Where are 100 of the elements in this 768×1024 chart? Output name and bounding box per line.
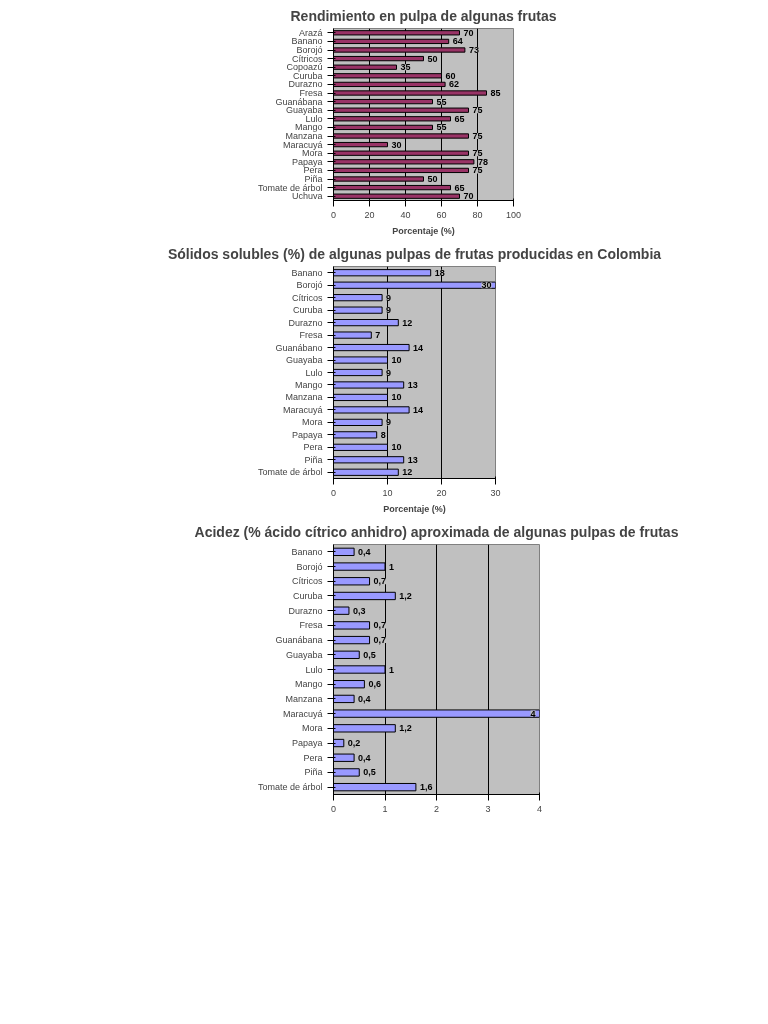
y-tick-label: Papaya (291, 156, 323, 167)
y-tick-label: Tomate de árbol (257, 782, 323, 793)
y-tick-label: Lulo (305, 367, 323, 378)
y-tick-label: Tomate de árbol (257, 467, 323, 478)
y-tick-label: Piña (304, 174, 323, 184)
y-tick-label: Guayaba (285, 355, 323, 366)
data-label: 75 (472, 105, 483, 116)
y-tick-label: Mango (294, 379, 323, 390)
chart-title: Sólidos solubles (%) de algunas pulpas de frutas producidas en Colombia (167, 245, 662, 262)
chart-title: Rendimiento en pulpa de algunas frutas (290, 7, 557, 24)
data-label: 0,5 (363, 649, 376, 660)
y-tick-label: Banano (291, 36, 323, 47)
data-label: 14 (413, 342, 424, 353)
data-label: 14 (413, 404, 424, 415)
data-label: 65 (454, 113, 465, 124)
data-label: 55 (436, 122, 447, 133)
data-label: 7 (375, 330, 381, 341)
y-tick-label: Pera (303, 442, 323, 453)
y-tick-label: Manzana (285, 131, 323, 141)
y-tick-label: Mora (302, 723, 323, 734)
data-label: 4 (530, 708, 536, 719)
data-label: 75 (472, 131, 483, 141)
y-tick-label: Guayaba (285, 649, 323, 660)
y-tick-label: Copoazú (286, 62, 323, 73)
x-tick-label: 60 (436, 209, 447, 220)
x-tick-label: 20 (436, 487, 447, 498)
data-label: 13 (407, 379, 418, 390)
y-tick-label: Manzana (285, 392, 323, 403)
data-label: 70 (463, 27, 474, 38)
x-tick-label: 0 (331, 487, 337, 498)
x-tick-label: 40 (400, 209, 411, 220)
x-tick-label: 0 (331, 209, 337, 220)
y-tick-label: Maracuyá (282, 708, 323, 719)
data-label: 73 (468, 45, 479, 55)
y-tick-label: Cítricos (292, 292, 323, 303)
y-tick-label: Fresa (299, 620, 323, 631)
y-tick-label: Curuba (292, 305, 323, 316)
x-tick-label: 0 (331, 803, 337, 814)
data-label: 65 (454, 182, 465, 193)
data-label: 75 (472, 165, 483, 176)
data-label: 35 (400, 62, 411, 73)
x-axis-title: Porcentaje (%) (383, 503, 446, 514)
data-label: 10 (391, 392, 402, 403)
y-tick-label: Piña (304, 454, 323, 465)
data-label: 0,7 (373, 620, 387, 631)
data-label: 9 (386, 292, 392, 303)
y-tick-label: Durazno (288, 317, 323, 328)
data-label: 9 (386, 367, 392, 378)
y-tick-label: Lulo (305, 113, 323, 124)
data-label: 9 (386, 305, 392, 316)
data-label: 0,4 (358, 752, 371, 763)
x-tick-label: 2 (434, 803, 440, 814)
data-label: 30 (391, 139, 402, 150)
y-tick-label: Guayaba (285, 105, 323, 116)
x-tick-label: 100 (505, 209, 522, 220)
y-tick-label: Lulo (305, 664, 323, 675)
data-label: 8 (380, 429, 386, 440)
y-tick-label: Guanábano (275, 342, 323, 353)
data-label: 0,7 (373, 635, 387, 646)
y-tick-label: Borojó (296, 561, 323, 572)
y-tick-label: Maracuyá (282, 139, 323, 150)
y-tick-label: Papaya (291, 738, 323, 749)
y-tick-label: Borojó (296, 280, 323, 291)
data-label: 1 (389, 664, 395, 675)
data-label: 12 (402, 317, 413, 328)
data-label: 0,5 (363, 767, 376, 778)
data-label: 50 (427, 53, 438, 64)
data-label: 13 (407, 454, 418, 465)
y-tick-label: Manzana (285, 693, 323, 704)
chart-title: Acidez (% ácido cítrico anhidro) aproximada de algunas pulpas de frutas (194, 523, 679, 540)
data-label: 10 (391, 442, 402, 453)
data-label: 60 (445, 70, 456, 81)
x-tick-label: 4 (537, 803, 543, 814)
y-tick-label: Borojó (296, 45, 323, 55)
x-tick-label: 80 (472, 209, 483, 220)
data-label: 0,2 (347, 738, 361, 749)
data-label: 78 (477, 156, 488, 167)
y-tick-label: Durazno (288, 79, 323, 90)
y-tick-label: Arazá (298, 27, 323, 38)
y-tick-label: Mango (294, 122, 323, 133)
data-label: 85 (490, 88, 501, 98)
y-tick-label: Durazno (288, 605, 323, 616)
y-tick-label: Guanábana (275, 96, 323, 107)
y-tick-label: Mango (294, 679, 323, 690)
data-label: 70 (463, 191, 474, 202)
x-tick-label: 30 (490, 487, 501, 498)
data-label: 1,6 (419, 782, 433, 793)
y-tick-label: Uchuva (291, 191, 323, 202)
data-label: 0,4 (358, 693, 371, 704)
data-label: 55 (436, 96, 447, 107)
y-tick-label: Piña (304, 767, 323, 778)
data-label: 1,2 (399, 590, 412, 601)
x-tick-label: 1 (382, 803, 388, 814)
data-label: 62 (449, 79, 460, 90)
y-tick-label: Guanábana (275, 635, 323, 646)
x-axis-title: Porcentaje (%) (392, 225, 455, 236)
data-label: 75 (472, 148, 483, 159)
data-label: 12 (402, 467, 413, 478)
data-label: 64 (452, 36, 463, 47)
y-tick-label: Cítricos (292, 576, 323, 587)
